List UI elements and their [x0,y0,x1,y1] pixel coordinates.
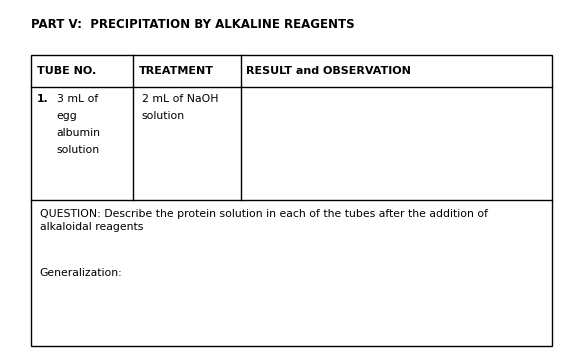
Text: TUBE NO.: TUBE NO. [37,66,96,76]
Bar [31,55,552,346]
Text: QUESTION: Describe the protein solution in each of the tubes after the addition : QUESTION: Describe the protein solution … [40,209,488,232]
Text: 1.: 1. [37,94,49,104]
Text: solution: solution [57,145,100,155]
Text: Generalization:: Generalization: [40,268,122,278]
Text: PART V:  PRECIPITATION BY ALKALINE REAGENTS: PART V: PRECIPITATION BY ALKALINE REAGEN… [31,18,355,31]
Text: 2 mL of NaOH: 2 mL of NaOH [142,94,218,104]
Text: solution: solution [142,111,185,121]
Text: 3 mL of: 3 mL of [57,94,98,104]
Text: egg: egg [57,111,78,121]
Text: albumin: albumin [57,128,101,138]
Text: RESULT and OBSERVATION: RESULT and OBSERVATION [246,66,411,76]
Text: TREATMENT: TREATMENT [139,66,214,76]
